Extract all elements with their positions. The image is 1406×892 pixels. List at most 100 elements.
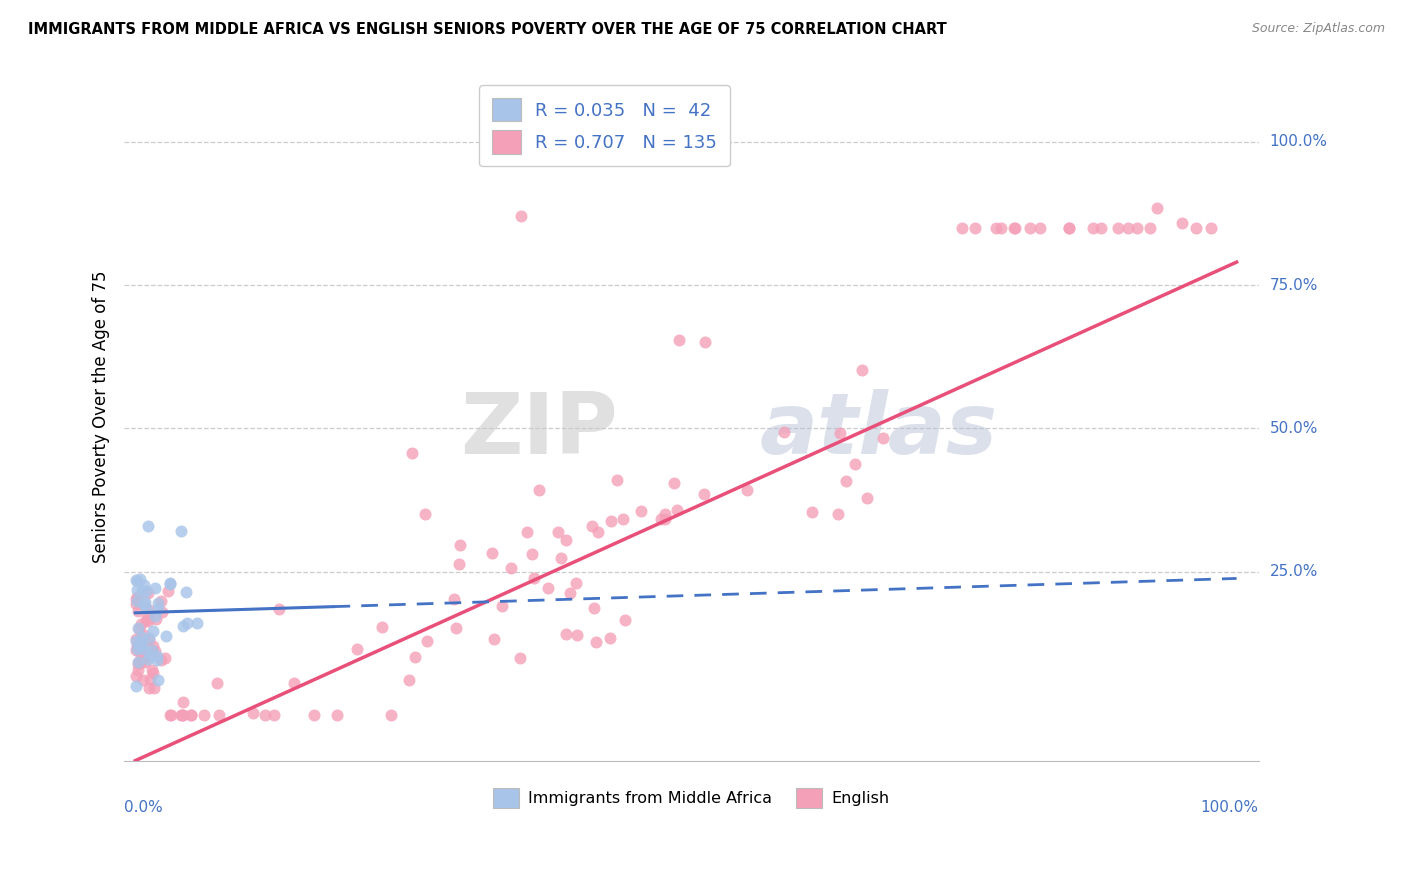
Point — [1139, 220, 1161, 235]
Point — [128, 639, 150, 653]
Point — [416, 633, 439, 648]
Point — [127, 640, 149, 654]
Point — [516, 525, 538, 540]
Point — [143, 609, 166, 624]
Point — [550, 551, 572, 566]
Point — [143, 581, 166, 595]
Point — [828, 426, 851, 441]
Text: ZIP: ZIP — [460, 389, 617, 472]
Text: 100.0%: 100.0% — [1201, 799, 1258, 814]
Point — [827, 508, 849, 522]
Point — [554, 627, 576, 641]
Point — [585, 635, 607, 649]
Point — [129, 617, 152, 632]
Point — [125, 642, 148, 657]
Point — [990, 220, 1012, 235]
Point — [1171, 216, 1194, 230]
Point — [1029, 220, 1052, 235]
Point — [326, 707, 349, 722]
Legend: Immigrants from Middle Africa, English: Immigrants from Middle Africa, English — [486, 781, 896, 814]
Point — [129, 648, 152, 662]
Point — [132, 642, 155, 657]
Point — [125, 591, 148, 606]
Point — [404, 650, 426, 665]
Point — [856, 491, 879, 505]
Point — [614, 613, 637, 627]
Point — [145, 612, 167, 626]
Point — [143, 643, 166, 657]
Point — [146, 596, 169, 610]
Point — [149, 653, 172, 667]
Point — [128, 622, 150, 636]
Point — [1059, 220, 1081, 235]
Point — [654, 512, 676, 526]
Point — [302, 707, 325, 722]
Point — [582, 601, 605, 615]
Point — [965, 220, 987, 235]
Point — [172, 619, 194, 633]
Point — [1083, 220, 1105, 235]
Point — [128, 572, 150, 586]
Point — [449, 538, 471, 552]
Point — [693, 487, 716, 501]
Point — [135, 584, 157, 599]
Point — [136, 652, 159, 666]
Point — [125, 669, 148, 683]
Point — [170, 707, 193, 722]
Point — [125, 573, 148, 587]
Point — [491, 599, 513, 613]
Point — [125, 590, 148, 604]
Point — [148, 673, 170, 687]
Point — [1090, 220, 1112, 235]
Point — [205, 675, 228, 690]
Point — [193, 707, 215, 722]
Point — [242, 706, 264, 721]
Point — [125, 680, 148, 694]
Point — [180, 707, 202, 722]
Point — [142, 624, 165, 638]
Point — [170, 524, 193, 539]
Point — [666, 503, 689, 517]
Point — [141, 643, 163, 657]
Point — [135, 613, 157, 627]
Point — [138, 632, 160, 647]
Point — [125, 633, 148, 648]
Point — [127, 663, 149, 677]
Point — [135, 601, 157, 615]
Point — [174, 585, 197, 599]
Point — [127, 657, 149, 672]
Point — [522, 547, 544, 561]
Point — [142, 681, 165, 695]
Point — [138, 681, 160, 696]
Point — [371, 619, 394, 633]
Point — [509, 651, 531, 665]
Text: atlas: atlas — [759, 389, 998, 472]
Point — [851, 363, 873, 377]
Point — [125, 643, 148, 657]
Point — [668, 334, 690, 348]
Point — [509, 209, 531, 223]
Point — [146, 649, 169, 664]
Point — [630, 503, 652, 517]
Point — [127, 621, 149, 635]
Point — [125, 632, 148, 647]
Point — [180, 707, 202, 722]
Point — [131, 673, 153, 687]
Point — [447, 557, 470, 571]
Text: 75.0%: 75.0% — [1270, 277, 1317, 293]
Point — [134, 597, 156, 611]
Point — [134, 577, 156, 591]
Point — [1004, 220, 1026, 235]
Point — [581, 518, 603, 533]
Point — [134, 655, 156, 669]
Point — [138, 603, 160, 617]
Point — [138, 631, 160, 645]
Point — [127, 655, 149, 669]
Point — [129, 655, 152, 669]
Point — [159, 575, 181, 590]
Point — [606, 473, 628, 487]
Point — [564, 576, 586, 591]
Point — [132, 628, 155, 642]
Point — [207, 707, 229, 722]
Point — [482, 632, 505, 646]
